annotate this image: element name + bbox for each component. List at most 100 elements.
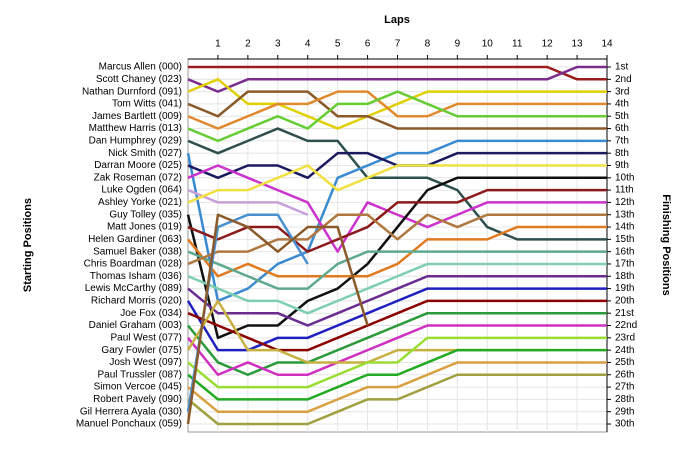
y2-axis-label: Finishing Positions <box>660 194 672 295</box>
y2-tick-label: 11th <box>615 185 634 196</box>
y-tick-label: Matt Jones (019) <box>107 222 182 233</box>
y-tick-label: James Bartlett (009) <box>92 111 182 122</box>
x-tick-label: 2 <box>245 39 251 50</box>
series-line <box>187 90 607 130</box>
y2-tick-label: 4th <box>615 99 629 110</box>
series-line <box>187 164 607 204</box>
y-tick-label: Paul Trussler (087) <box>98 369 182 380</box>
y2-tick-label: 29th <box>615 406 634 417</box>
y-axis-label: Starting Positions <box>22 198 34 292</box>
y2-tick-label: 7th <box>615 136 629 147</box>
y-tick-label: Richard Morris (020) <box>91 296 182 307</box>
series-line <box>186 176 607 340</box>
y-tick-label: Nick Smith (027) <box>108 148 182 159</box>
x-tick-label: 13 <box>572 39 584 50</box>
y-tick-label: Nathan Durnford (091) <box>82 86 182 97</box>
series-line <box>186 213 369 425</box>
y2-tick-label: 6th <box>615 123 629 134</box>
series-line <box>186 287 607 352</box>
y-tick-label: Paul West (077) <box>110 332 182 343</box>
series-line <box>187 361 607 413</box>
y2-tick-label: 19th <box>615 283 634 294</box>
x-tick-label: 14 <box>601 39 613 50</box>
y2-tick-label: 22nd <box>615 320 637 331</box>
y2-tick-label: 20th <box>615 296 634 307</box>
series-line <box>187 336 607 389</box>
y-tick-label: Josh West (097) <box>109 357 182 368</box>
y2-tick-label: 27th <box>615 382 634 393</box>
series-line <box>187 164 607 253</box>
y-tick-label: Joe Fox (034) <box>120 308 182 319</box>
y-tick-label: Dan Humphrey (029) <box>89 136 182 147</box>
y-tick-label: Samuel Baker (038) <box>93 246 182 257</box>
series-line <box>187 275 607 327</box>
x-tick-label: 9 <box>455 39 461 50</box>
y-tick-label: Thomas Isham (036) <box>90 271 182 282</box>
chart-title: Laps <box>384 14 410 26</box>
y-tick-label: Ashley Yorke (021) <box>98 197 182 208</box>
y2-tick-label: 26th <box>615 369 634 380</box>
y2-tick-label: 5th <box>615 111 629 122</box>
y2-tick-label: 13th <box>615 209 634 220</box>
y2-tick-label: 24th <box>615 345 634 356</box>
series-line <box>187 262 607 315</box>
y2-tick-label: 10th <box>615 172 634 183</box>
y-tick-label: Daniel Graham (003) <box>89 320 182 331</box>
y2-tick-label: 23rd <box>615 332 635 343</box>
y-tick-label: Guy Tolley (035) <box>109 209 182 220</box>
x-tick-label: 12 <box>542 39 554 50</box>
series-line <box>187 213 607 266</box>
y-tick-label: Zak Roseman (072) <box>94 172 182 183</box>
y2-tick-label: 25th <box>615 357 634 368</box>
series-line <box>188 65 607 81</box>
x-tick-label: 11 <box>512 39 523 50</box>
y-tick-label: Gil Herrera Ayala (030) <box>80 406 182 417</box>
y-tick-label: Robert Pavely (090) <box>93 394 182 405</box>
y2-tick-label: 2nd <box>615 74 632 85</box>
y-tick-label: Tom Witts (041) <box>112 99 182 110</box>
series-line <box>187 225 607 278</box>
y2-tick-label: 16th <box>615 246 634 257</box>
y2-tick-label: 18th <box>615 271 634 282</box>
series-line <box>187 65 607 93</box>
series-line <box>187 90 607 130</box>
series-line <box>187 90 607 143</box>
y2-tick-label: 30th <box>615 419 634 430</box>
y2-tick-label: 8th <box>615 148 629 159</box>
x-tick-label: 8 <box>425 39 431 50</box>
y2-tick-label: 12th <box>615 197 634 208</box>
x-tick-label: 1 <box>215 39 221 50</box>
series-line <box>187 299 607 352</box>
y-tick-label: Gary Fowler (075) <box>101 345 182 356</box>
series-line <box>187 250 607 290</box>
x-tick-label: 7 <box>395 39 401 50</box>
x-tick-label: 10 <box>482 39 494 50</box>
y2-tick-label: 21st <box>615 308 634 319</box>
y-tick-label: Manuel Ponchaux (059) <box>76 419 182 430</box>
y-tick-label: Helen Gardiner (063) <box>88 234 182 245</box>
y-tick-label: Lewis McCarthy (089) <box>85 283 182 294</box>
y2-tick-label: 1st <box>615 62 629 73</box>
y-tick-label: Matthew Harris (013) <box>89 123 182 134</box>
series-line <box>187 311 607 377</box>
series-line <box>187 188 309 216</box>
y-tick-label: Luke Ogden (064) <box>101 185 182 196</box>
x-tick-label: 3 <box>275 39 281 50</box>
y-tick-label: Simon Vercoe (045) <box>94 382 182 393</box>
x-tick-label: 5 <box>335 39 341 50</box>
series-line <box>187 348 607 401</box>
y-tick-label: Marcus Allen (000) <box>99 62 182 73</box>
y2-tick-label: 3rd <box>615 86 629 97</box>
y-tick-label: Scott Chaney (023) <box>96 74 182 85</box>
y-tick-label: Chris Boardman (028) <box>84 259 182 270</box>
x-tick-label: 4 <box>305 39 311 50</box>
x-tick-label: 6 <box>365 39 371 50</box>
y2-tick-label: 28th <box>615 394 634 405</box>
series-line <box>187 373 607 426</box>
y2-tick-label: 9th <box>615 160 629 171</box>
series-line <box>187 324 607 377</box>
series-line <box>187 78 607 130</box>
y2-tick-label: 17th <box>615 259 634 270</box>
y2-tick-label: 15th <box>615 234 634 245</box>
